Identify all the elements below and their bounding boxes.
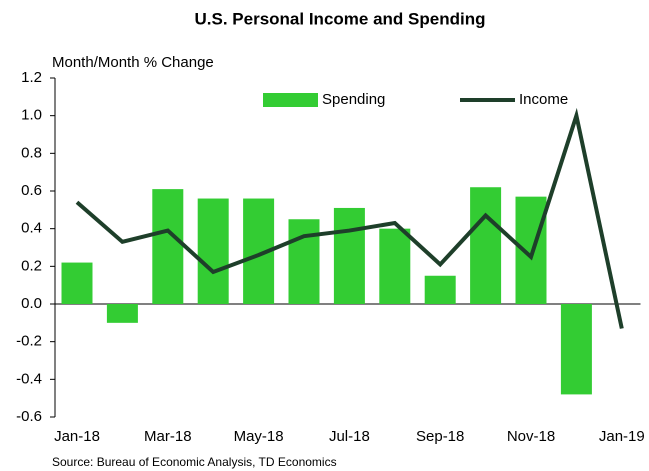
- x-tick-label: Nov-18: [507, 428, 555, 445]
- bar: [333, 207, 365, 304]
- y-tick-label: -0.6: [16, 408, 42, 425]
- legend-label: Spending: [322, 91, 385, 108]
- y-tick-label: 0.8: [21, 144, 42, 161]
- bar: [288, 219, 320, 304]
- y-tick-label: 0.4: [21, 220, 42, 237]
- y-tick-label: 0.2: [21, 257, 42, 274]
- y-tick-label: 0.0: [21, 295, 42, 312]
- bar: [515, 196, 547, 304]
- y-tick-label: -0.4: [16, 370, 42, 387]
- bar: [197, 198, 229, 304]
- x-tick-label: Mar-18: [144, 428, 192, 445]
- y-tick-label: 1.2: [21, 69, 42, 86]
- income-line: [75, 107, 624, 329]
- x-tick-label: May-18: [234, 428, 284, 445]
- bar: [424, 275, 456, 304]
- legend-swatch: [263, 93, 318, 107]
- bar: [379, 228, 411, 304]
- y-tick-label: 0.6: [21, 182, 42, 199]
- bar: [470, 187, 502, 304]
- y-axis-label: Month/Month % Change: [52, 54, 214, 71]
- bar: [560, 304, 592, 395]
- y-tick-label: -0.2: [16, 333, 42, 350]
- bar: [106, 304, 138, 323]
- legend-label: Income: [519, 91, 568, 108]
- y-tick-label: 1.0: [21, 107, 42, 124]
- x-tick-label: Jan-19: [599, 428, 645, 445]
- chart-title: U.S. Personal Income and Spending: [195, 9, 486, 28]
- source: Source: Bureau of Economic Analysis, TD …: [52, 455, 337, 469]
- bar: [61, 262, 93, 304]
- bar: [152, 189, 184, 304]
- x-tick-label: Sep-18: [416, 428, 464, 445]
- x-tick-label: Jan-18: [54, 428, 100, 445]
- x-tick-label: Jul-18: [329, 428, 370, 445]
